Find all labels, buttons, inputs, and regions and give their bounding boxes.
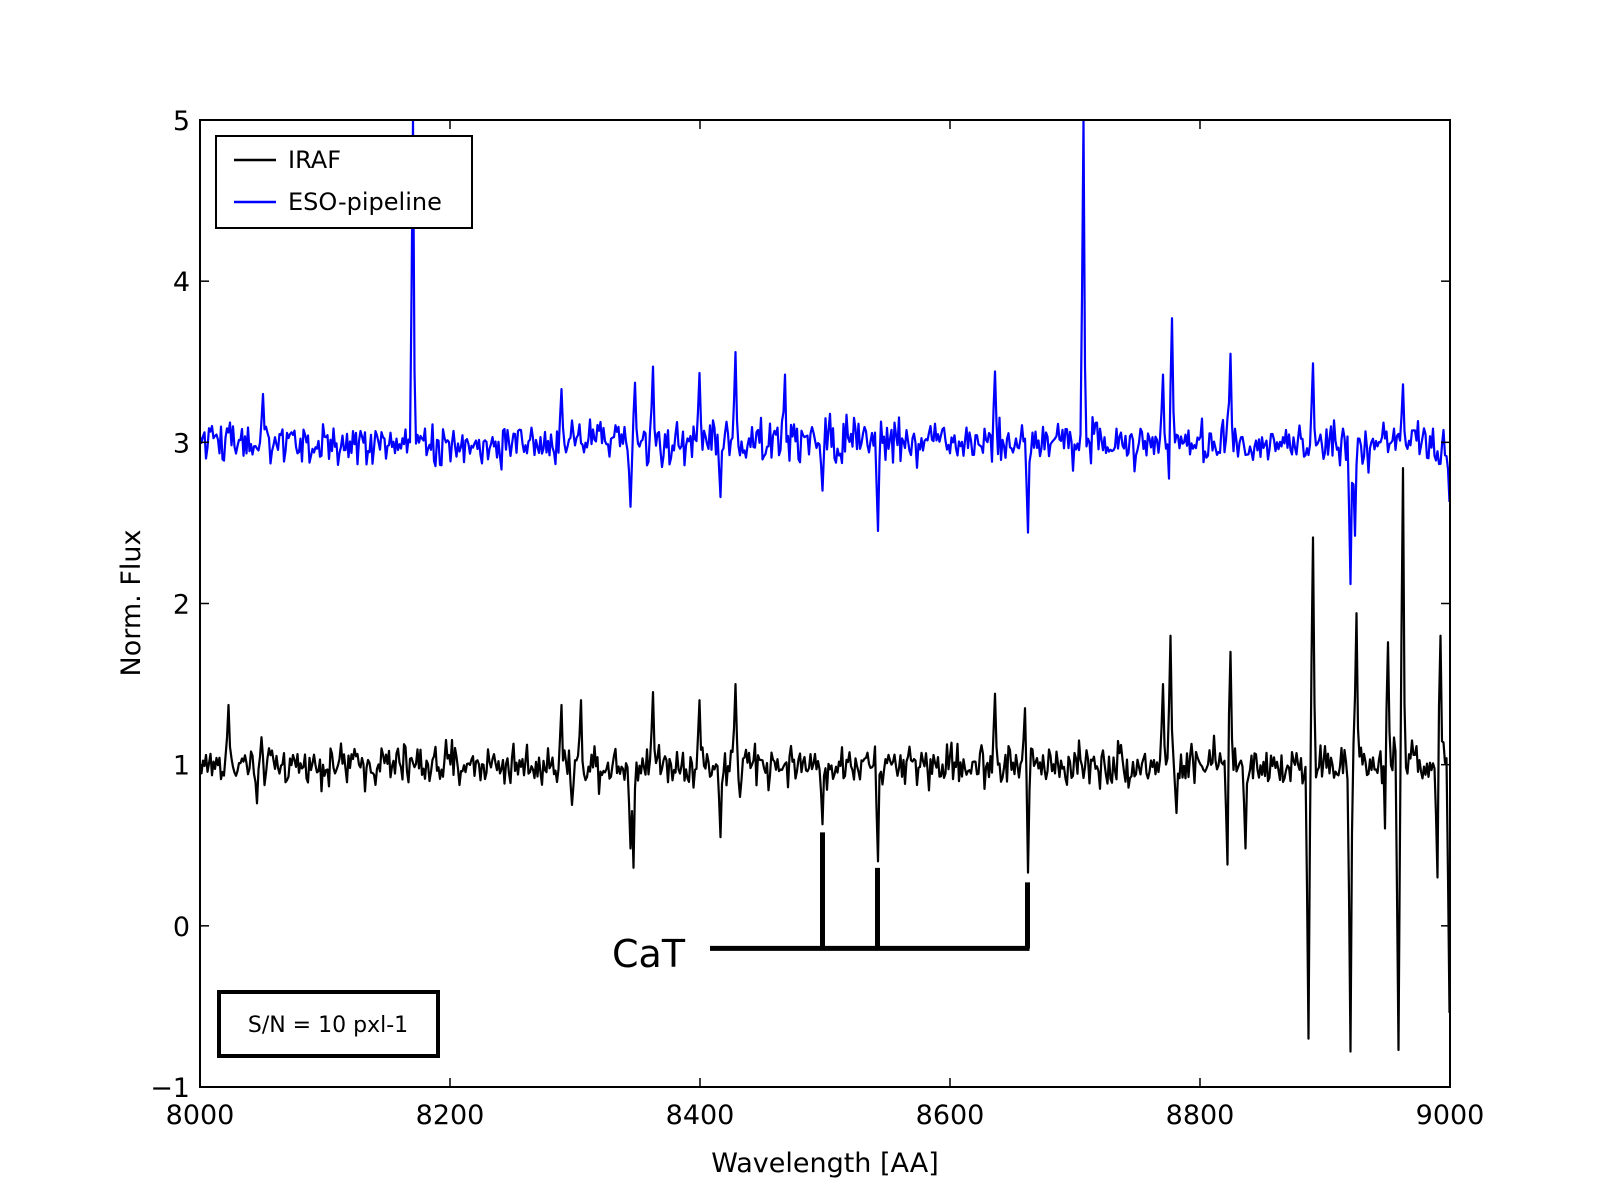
x-tick-label: 8400	[666, 1100, 735, 1131]
y-tick-label: 2	[173, 590, 190, 621]
legend-label-iraf: IRAF	[288, 146, 341, 174]
y-tick-label: 3	[173, 428, 190, 459]
y-tick-label: 4	[173, 267, 190, 298]
ticks-layer: 8000 8200 8400 8600 8800 9000 −1 0 1 2 3 4 5	[150, 106, 1484, 1131]
y-axis-label: Norm. Flux	[116, 530, 147, 677]
x-tick-label: 8000	[166, 1100, 235, 1131]
cat-annotation: CaT	[612, 832, 1030, 976]
sn-note-text: S/N = 10 pxl-1	[248, 1013, 408, 1038]
sn-note: S/N = 10 pxl-1	[217, 990, 440, 1058]
series-layer	[200, 120, 1450, 1053]
x-tick-label: 9000	[1416, 1100, 1485, 1131]
y-tick-label: −1	[150, 1073, 190, 1104]
legend-label-eso: ESO-pipeline	[288, 188, 442, 216]
x-axis-label: Wavelength [AA]	[711, 1148, 939, 1179]
sn-note-box	[217, 990, 440, 1058]
legend-box	[215, 135, 473, 229]
y-tick-label: 5	[173, 106, 190, 137]
x-tick-label: 8200	[416, 1100, 485, 1131]
y-tick-label: 0	[173, 912, 190, 943]
legend: IRAF ESO-pipeline	[215, 135, 473, 229]
y-tick-label: 1	[173, 751, 190, 782]
cat-label: CaT	[612, 932, 686, 976]
series-line-iraf	[200, 467, 1450, 1053]
series-line-eso-pipeline	[200, 120, 1450, 586]
x-tick-label: 8800	[1166, 1100, 1235, 1131]
x-tick-label: 8600	[916, 1100, 985, 1131]
